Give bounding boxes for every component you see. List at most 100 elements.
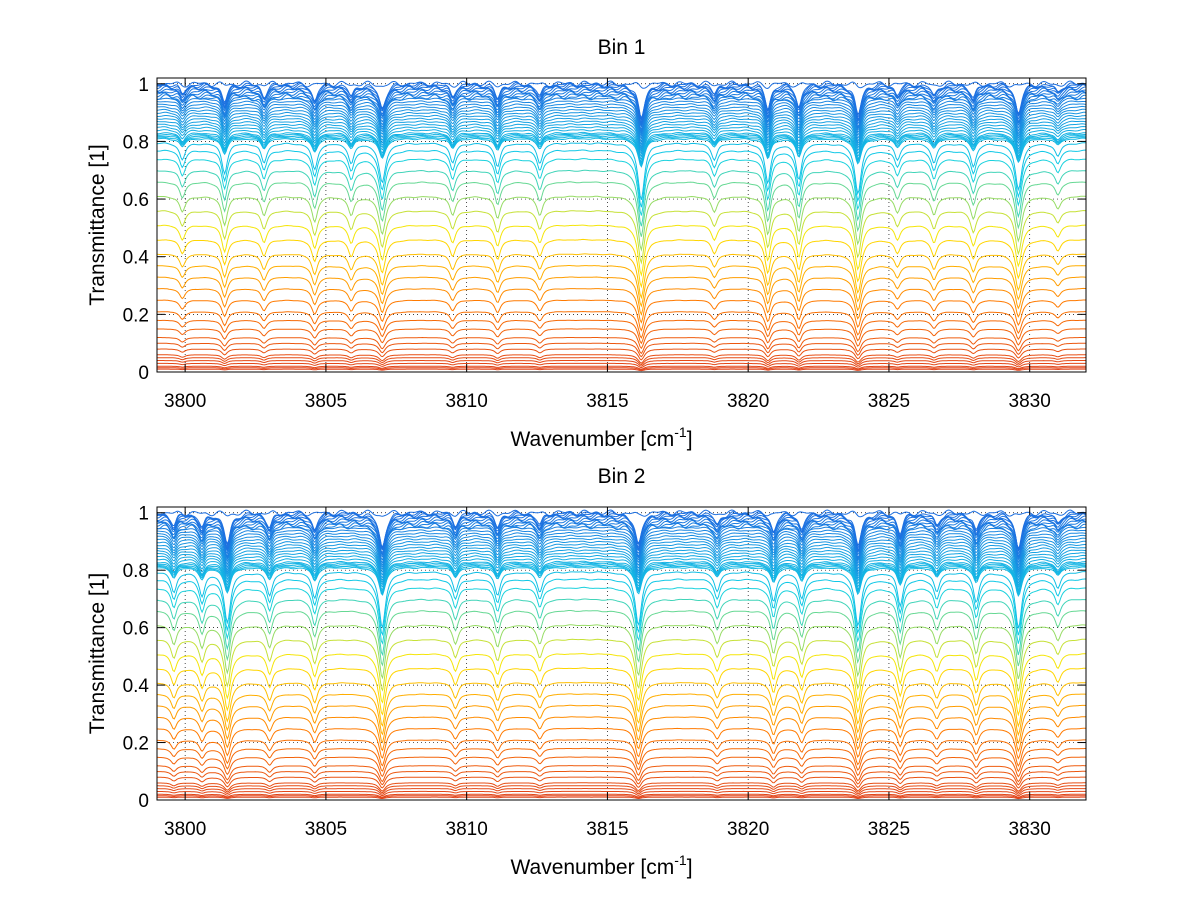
y-tick-label: 0.2 [123,305,149,326]
series-line [157,111,1086,146]
series-line [157,158,1086,216]
x-tick-label: 3805 [305,391,347,412]
x-tick-label: 3810 [446,819,488,840]
series-line [157,551,1086,585]
series-line [157,598,1086,657]
series-line [157,586,1086,645]
series-line [157,610,1086,667]
series-line [157,357,1086,366]
series-line [157,549,1086,582]
y-tick-label: 0.8 [123,561,149,582]
series-line [157,537,1086,572]
y-tick-label: 0.2 [123,734,149,755]
series-line [157,120,1086,153]
series-line [157,365,1086,370]
series-line [157,368,1086,372]
y-tick-label: 0.8 [123,132,149,153]
series-line [157,348,1086,361]
series-line [157,638,1086,692]
series-line [157,563,1086,594]
series-line [157,704,1086,745]
y-tick-label: 1 [138,504,149,525]
x-tick-label: 3830 [1009,819,1051,840]
x-tick-label: 3825 [868,391,910,412]
axes-box [156,506,1087,801]
series-line [157,681,1086,728]
series-line [157,181,1086,237]
series-line [157,510,1086,550]
series-line [157,149,1086,208]
series-line [157,793,1086,798]
y-tick-label: 0.4 [123,676,150,697]
y-tick-label: 0 [138,791,149,812]
series-line [157,80,1086,90]
x-tick-label: 3810 [446,391,488,412]
series-line [157,765,1086,783]
series-line [157,310,1086,339]
series-line [157,276,1086,316]
series-line [157,571,1086,629]
series-line [157,532,1086,567]
series-line [157,624,1086,680]
y-tick-label: 1 [138,75,149,96]
series-line [157,342,1086,358]
series-line [157,667,1086,717]
series-line [157,796,1086,800]
series-group [157,509,1086,800]
chart-title: Bin 1 [598,36,646,59]
series-line [157,756,1086,778]
series-line [157,142,1086,200]
x-tick-label: 3820 [727,391,769,412]
series-line [157,336,1086,355]
chart-panel-2: 3800 3805 3810 3815 3820 3825 3830 0 0.2 0.4 0.6 0.… [86,465,1087,879]
series-line [157,564,1086,596]
series-line [157,319,1086,345]
y-tick-label: 0 [138,363,149,384]
series-line [157,129,1086,161]
ticks [157,78,1086,373]
series-line [157,105,1086,140]
x-tick-label: 3800 [164,391,206,412]
series-line [157,209,1086,265]
x-tick-label: 3815 [586,391,628,412]
series-line [157,117,1086,151]
y-tick-label: 0.6 [123,619,149,640]
series-line [157,195,1086,252]
series-line [157,253,1086,300]
series-line [157,238,1086,289]
series-line [157,578,1086,637]
x-tick-label: 3800 [164,819,206,840]
series-line [157,776,1086,789]
series-line [157,328,1086,350]
series-line [157,103,1086,138]
series-line [157,727,1086,760]
series-line [157,747,1086,773]
y-tick-label: 0.6 [123,190,149,211]
series-line [157,509,1086,518]
series-line [157,133,1086,165]
x-axis-label: Wavenumber [cm-1] [510,424,692,451]
series-line [157,534,1086,570]
x-axis-label: Wavenumber [cm-1] [510,852,692,879]
series-line [157,770,1086,786]
series-line [157,134,1086,165]
chart-panel-1: 3800 3805 3810 3815 3820 3825 3830 0 0.2 0.4 0.6 0.… [86,36,1087,451]
series-line [157,287,1086,324]
x-tick-label: 3815 [586,819,628,840]
series-line [157,299,1086,332]
series-line [157,785,1086,794]
series-line [157,224,1086,277]
series-line [157,354,1086,364]
series-line [157,787,1086,795]
series-line [157,540,1086,574]
x-tick-label: 3825 [868,819,910,840]
series-line [157,543,1086,577]
y-tick-label: 0.4 [123,248,150,269]
y-axis-label: Transmittance [1] [86,573,109,734]
series-line [157,782,1086,792]
x-tick-label: 3820 [727,819,769,840]
series-line [157,562,1086,593]
series-line [157,557,1086,589]
series-line [157,739,1086,768]
